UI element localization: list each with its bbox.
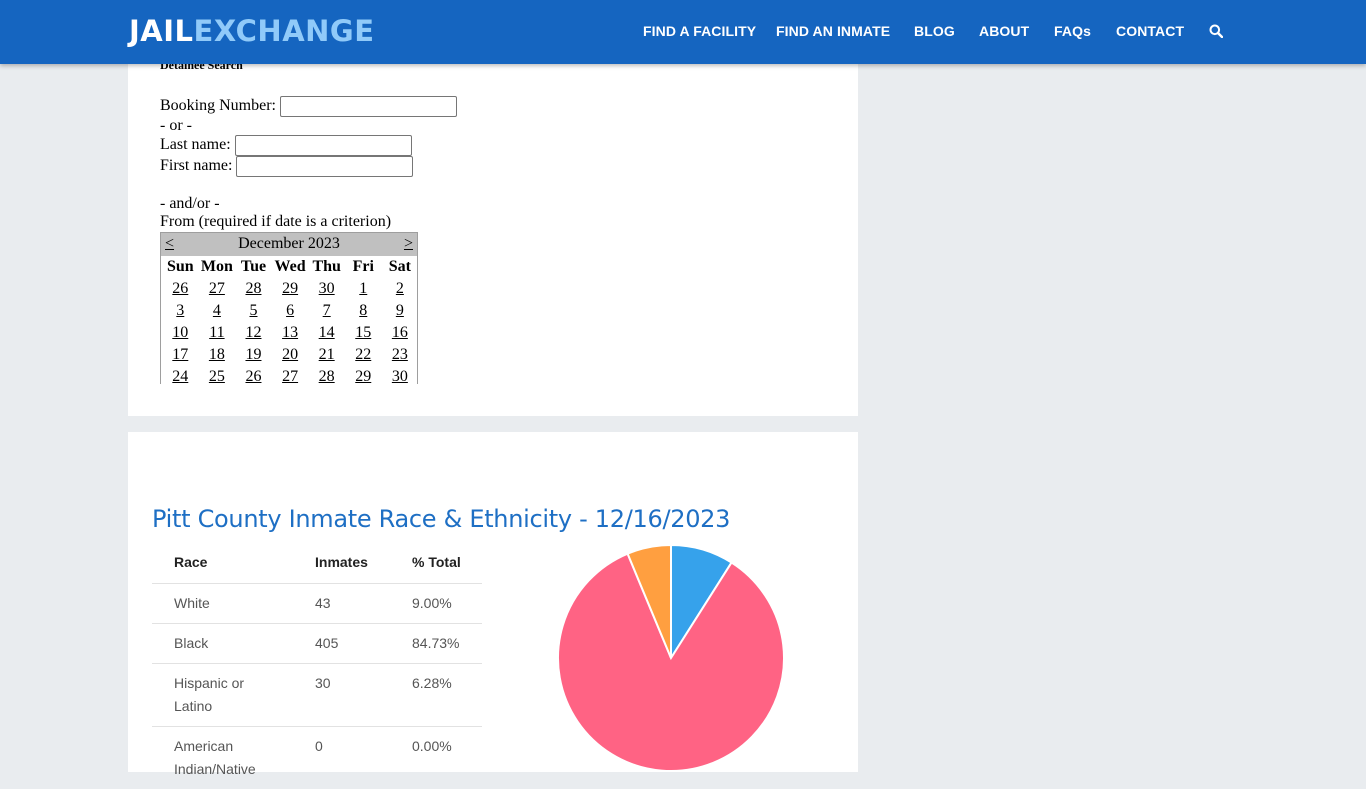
pie-slice-hispanic-or-latino[interactable] [626, 544, 672, 659]
table-row: Black 405 84.73% [152, 624, 482, 664]
calendar-day[interactable]: 8 [359, 302, 368, 319]
race-stats-title: Pitt County Inmate Race & Ethnicity - 12… [152, 505, 731, 533]
calendar-day[interactable]: 27 [208, 280, 225, 297]
calendar-day[interactable]: 14 [318, 324, 335, 341]
calendar-day[interactable]: 10 [172, 324, 189, 341]
calendar-day[interactable]: 26 [245, 368, 262, 384]
nav-blog[interactable]: BLOG [914, 23, 955, 39]
booking-number-label: Booking Number: [160, 97, 276, 114]
calendar-day[interactable]: 11 [209, 324, 225, 341]
logo-part-exchange: EXCHANGE [193, 14, 375, 48]
calendar-day[interactable]: 26 [172, 280, 189, 297]
nav-about[interactable]: ABOUT [979, 23, 1030, 39]
calendar-day[interactable]: 30 [391, 368, 408, 384]
last-name-label: Last name: [160, 136, 231, 153]
table-header-row: Race Inmates % Total [152, 543, 482, 584]
calendar-day[interactable]: 25 [208, 368, 225, 384]
calendar-day[interactable]: 19 [245, 346, 262, 363]
cell-inmates: 405 [315, 635, 339, 651]
calendar-header: < December 2023 > [161, 233, 417, 256]
calendar-day[interactable]: 12 [245, 324, 262, 341]
weekday-header: Fri [352, 258, 374, 275]
cell-inmates: 43 [315, 595, 331, 611]
weekday-header: Sun [166, 258, 194, 275]
cell-pct: 84.73% [412, 635, 460, 651]
cell-pct: 0.00% [412, 738, 452, 754]
from-date-label: From (required if date is a criterion) [160, 213, 392, 230]
calendar-day[interactable]: 30 [318, 280, 335, 297]
last-name-input[interactable] [235, 135, 412, 156]
race-pie-chart [557, 544, 785, 772]
calendar-next-month[interactable]: > [403, 235, 413, 252]
calendar-month-title: December 2023 [238, 235, 340, 252]
calendar-day[interactable]: 16 [391, 324, 408, 341]
top-navbar: JAILEXCHANGE FIND A FACILITY FIND AN INM… [0, 0, 1366, 64]
table-row: American Indian/Native 0 0.00% [152, 727, 482, 789]
calendar-day[interactable]: 15 [355, 324, 372, 341]
calendar-day[interactable]: 3 [176, 302, 185, 319]
calendar-day[interactable]: 7 [322, 302, 331, 319]
and-or-separator: - and/or - [160, 195, 220, 212]
cell-pct: 9.00% [412, 595, 452, 611]
nav-contact[interactable]: CONTACT [1116, 23, 1185, 39]
weekday-header: Mon [200, 258, 233, 275]
table-row: White 43 9.00% [152, 584, 482, 624]
cell-race: White [174, 595, 210, 611]
cell-race: Black [174, 635, 209, 651]
calendar-day[interactable]: 17 [172, 346, 189, 363]
booking-number-input[interactable] [280, 96, 457, 117]
calendar-day[interactable]: 1 [359, 280, 368, 297]
cell-pct: 6.28% [412, 675, 452, 691]
calendar-day[interactable]: 29 [282, 280, 299, 297]
date-picker-calendar: < December 2023 > Sun Mon Tue Wed Thu Fr… [160, 232, 418, 384]
table-row: Hispanic or Latino 30 6.28% [152, 664, 482, 727]
calendar-day[interactable]: 20 [282, 346, 299, 363]
calendar-day[interactable]: 13 [282, 324, 299, 341]
cell-race: Hispanic or Latino [174, 675, 245, 714]
or-separator: - or - [160, 117, 192, 134]
calendar-day[interactable]: 9 [395, 302, 404, 319]
calendar-day[interactable]: 28 [245, 280, 262, 297]
race-table: Race Inmates % Total White 43 9.00% Blac… [152, 543, 482, 789]
calendar-day[interactable]: 2 [395, 280, 404, 297]
cell-race: American Indian/Native [174, 738, 256, 777]
header-race: Race [174, 554, 208, 570]
logo-part-jail: JAIL [129, 14, 194, 48]
calendar-day[interactable]: 29 [355, 368, 372, 384]
calendar-day[interactable]: 4 [212, 302, 221, 319]
weekday-header: Tue [240, 258, 267, 275]
nav-find-facility[interactable]: FIND A FACILITY [643, 23, 757, 39]
header-inmates: Inmates [315, 554, 368, 570]
first-name-input[interactable] [236, 156, 413, 177]
calendar-day[interactable]: 21 [318, 346, 335, 363]
cell-inmates: 0 [315, 738, 323, 754]
calendar-prev-month[interactable]: < [165, 235, 175, 252]
calendar-grid: Sun Mon Tue Wed Thu Fri Sat 26 27 28 29 … [161, 256, 417, 384]
calendar-day[interactable]: 28 [318, 368, 335, 384]
calendar-day[interactable]: 23 [391, 346, 408, 363]
calendar-day[interactable]: 5 [249, 302, 258, 319]
nav-find-inmate[interactable]: FIND AN INMATE [776, 23, 891, 39]
site-logo[interactable]: JAILEXCHANGE [129, 14, 375, 48]
calendar-day[interactable]: 6 [286, 302, 295, 319]
nav-faqs[interactable]: FAQs [1054, 23, 1091, 39]
calendar-day[interactable]: 27 [282, 368, 299, 384]
first-name-label: First name: [160, 157, 233, 174]
calendar-day[interactable]: 24 [172, 368, 189, 384]
cell-inmates: 30 [315, 675, 331, 691]
header-pct-total: % Total [412, 554, 461, 570]
search-icon[interactable] [1209, 24, 1223, 38]
calendar-day[interactable]: 18 [208, 346, 225, 363]
weekday-header: Thu [312, 258, 341, 275]
calendar-day[interactable]: 22 [355, 346, 372, 363]
weekday-header: Sat [388, 258, 411, 275]
weekday-header: Wed [274, 258, 306, 275]
